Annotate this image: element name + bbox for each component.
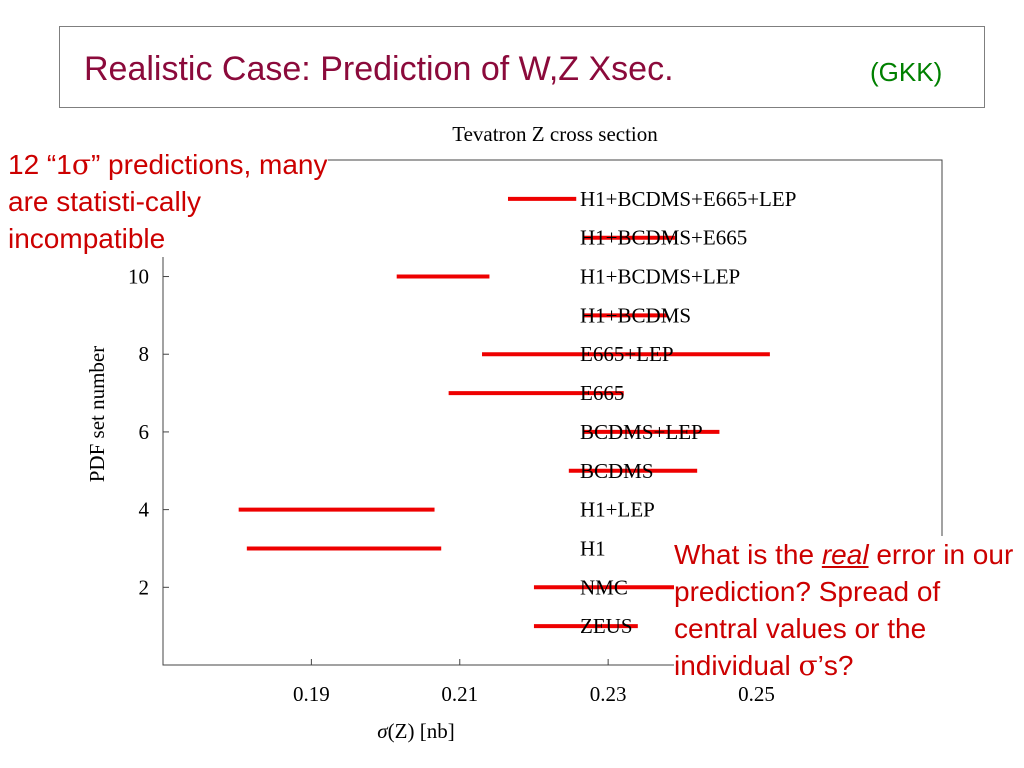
interval-label: E665 xyxy=(580,381,624,405)
y-tick-label: 4 xyxy=(139,498,150,522)
interval-label: BCDMS xyxy=(580,459,654,483)
note-right-emphasis: real xyxy=(821,539,869,570)
y-tick-label: 6 xyxy=(139,420,150,444)
slide-title: Realistic Case: Prediction of W,Z Xsec. xyxy=(84,50,674,88)
interval-label: NMC xyxy=(580,575,628,599)
y-tick-label: 8 xyxy=(139,342,150,366)
note-right-part3: ’s? xyxy=(817,650,854,681)
x-axis-label: σ(Z) [nb] xyxy=(377,719,454,743)
interval-label: H1 xyxy=(580,536,606,560)
note-right-part1: What is the xyxy=(674,539,822,570)
interval-label: H1+BCDMS+E665 xyxy=(580,226,747,250)
x-axis-label-symbol: σ xyxy=(377,719,389,743)
slide-title-tag: (GKK) xyxy=(870,57,943,87)
x-tick-label: 0.23 xyxy=(590,682,627,706)
note-real-error-question: What is the real error in our prediction… xyxy=(674,536,1014,684)
chart-title: Tevatron Z cross section xyxy=(452,122,658,146)
x-tick-label: 0.19 xyxy=(293,682,330,706)
interval-label: H1+BCDMS+E665+LEP xyxy=(580,187,796,211)
interval-label: H1+BCDMS+LEP xyxy=(580,265,740,289)
y-axis-label: PDF set number xyxy=(85,346,109,483)
interval-label: H1+LEP xyxy=(580,498,655,522)
note-incompatible-predictions: 12 “1σ” predictions, many are statisti-c… xyxy=(8,146,328,257)
y-tick-label: 10 xyxy=(128,265,149,289)
note-right-sigma: σ xyxy=(798,649,818,682)
interval-label: BCDMS+LEP xyxy=(580,420,703,444)
note-right-part2: error in our prediction? Spread of centr… xyxy=(674,539,1014,681)
interval-label: ZEUS xyxy=(580,614,633,638)
title-box: Realistic Case: Prediction of W,Z Xsec. … xyxy=(59,26,985,108)
interval-label: H1+BCDMS xyxy=(580,303,691,327)
x-axis-label-text: (Z) [nb] xyxy=(388,719,455,743)
note-left-sigma: σ xyxy=(71,148,91,181)
interval-label: E665+LEP xyxy=(580,342,674,366)
x-tick-label: 0.25 xyxy=(738,682,775,706)
note-left-suffix: ” predictions, many are statisti-cally i… xyxy=(8,149,328,254)
x-tick-label: 0.21 xyxy=(441,682,478,706)
y-tick-label: 2 xyxy=(139,575,150,599)
plot-frame xyxy=(162,159,943,666)
note-left-prefix: 12 “1 xyxy=(8,149,72,180)
